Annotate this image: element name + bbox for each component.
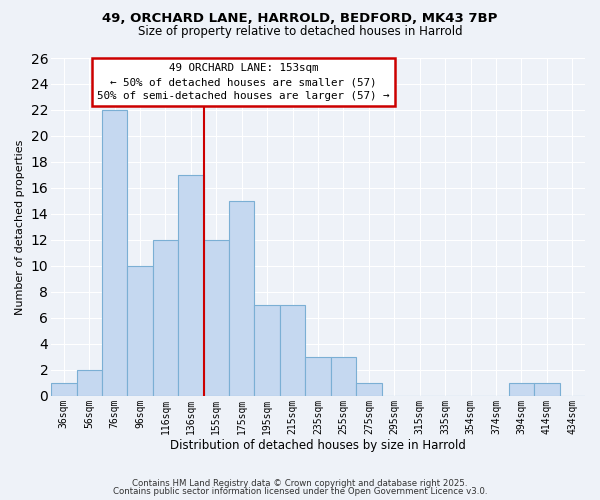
Text: 49, ORCHARD LANE, HARROLD, BEDFORD, MK43 7BP: 49, ORCHARD LANE, HARROLD, BEDFORD, MK43… bbox=[103, 12, 497, 26]
Text: 49 ORCHARD LANE: 153sqm
← 50% of detached houses are smaller (57)
50% of semi-de: 49 ORCHARD LANE: 153sqm ← 50% of detache… bbox=[97, 63, 389, 101]
Bar bbox=[178, 175, 203, 396]
Bar bbox=[203, 240, 229, 396]
Bar bbox=[305, 357, 331, 396]
Text: Contains HM Land Registry data © Crown copyright and database right 2025.: Contains HM Land Registry data © Crown c… bbox=[132, 478, 468, 488]
X-axis label: Distribution of detached houses by size in Harrold: Distribution of detached houses by size … bbox=[170, 440, 466, 452]
Bar bbox=[102, 110, 127, 396]
Text: Size of property relative to detached houses in Harrold: Size of property relative to detached ho… bbox=[137, 25, 463, 38]
Bar bbox=[153, 240, 178, 396]
Bar bbox=[254, 305, 280, 396]
Y-axis label: Number of detached properties: Number of detached properties bbox=[15, 140, 25, 314]
Bar bbox=[356, 383, 382, 396]
Bar bbox=[331, 357, 356, 396]
Bar bbox=[51, 383, 77, 396]
Bar bbox=[77, 370, 102, 396]
Bar bbox=[229, 201, 254, 396]
Text: Contains public sector information licensed under the Open Government Licence v3: Contains public sector information licen… bbox=[113, 487, 487, 496]
Bar bbox=[280, 305, 305, 396]
Bar bbox=[509, 383, 534, 396]
Bar bbox=[127, 266, 153, 396]
Bar bbox=[534, 383, 560, 396]
